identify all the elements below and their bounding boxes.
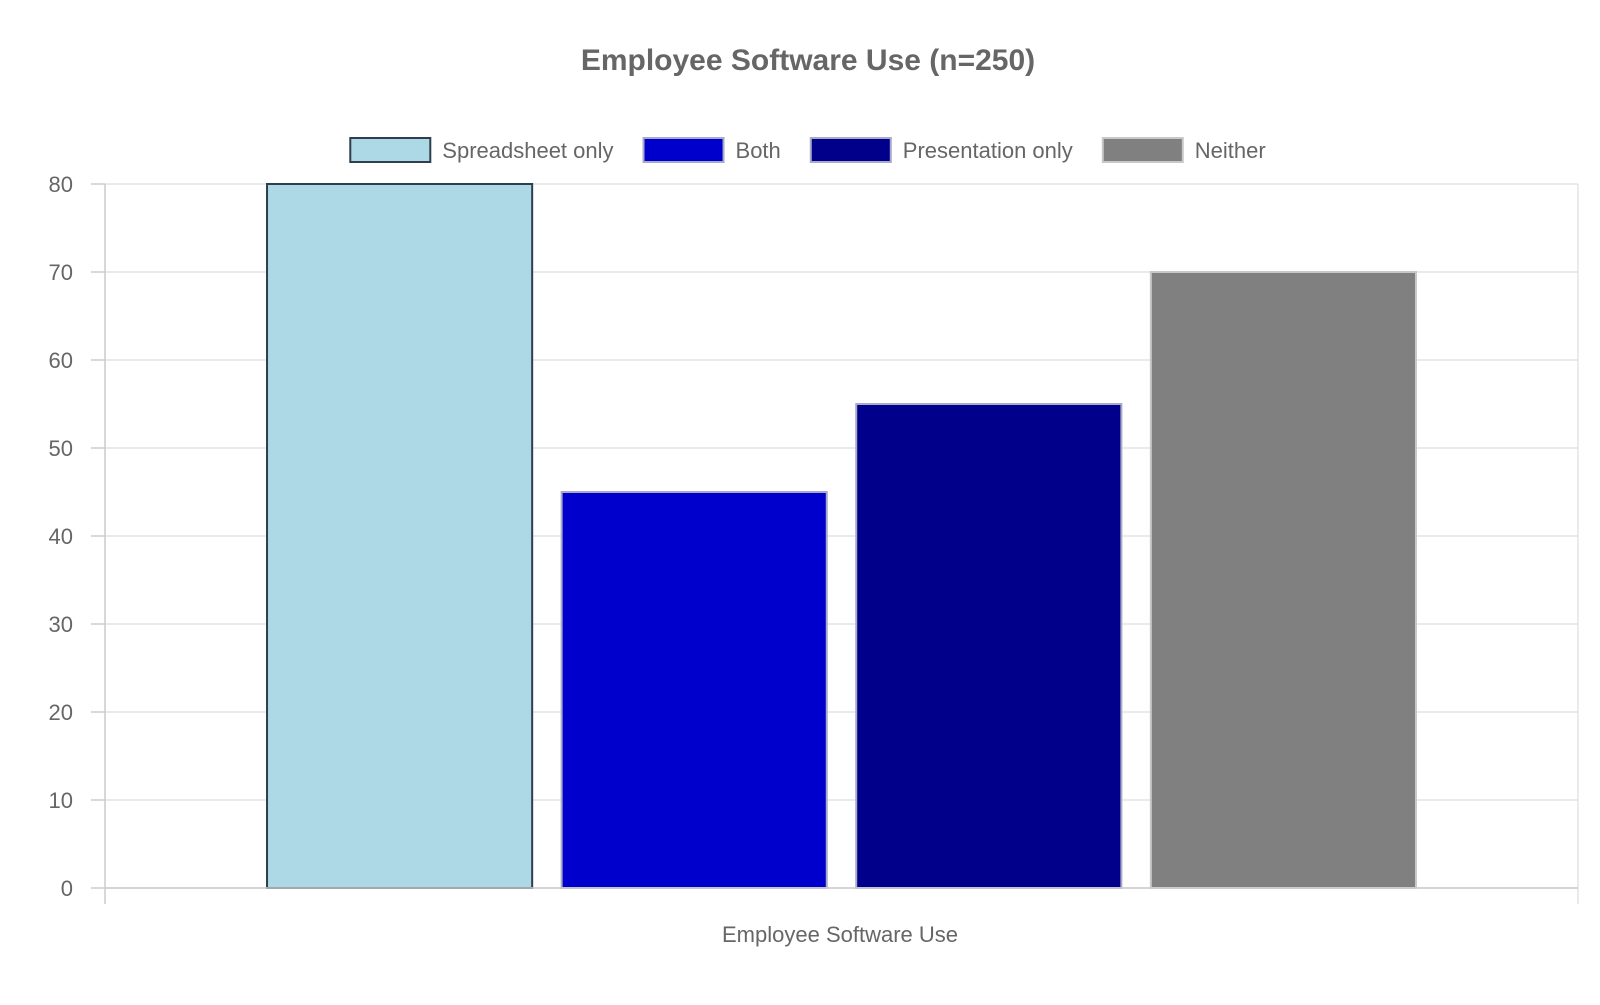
y-tick-label: 40 [49,524,73,549]
legend-swatch [349,137,432,163]
bar-neither [1149,271,1417,889]
legend: Spreadsheet only Both Presentation only Nei… [349,137,1266,163]
legend-swatch [1101,137,1184,163]
legend-label: Presentation only [903,138,1073,163]
legend-item: Neither [1101,137,1266,163]
legend-label: Both [736,138,781,163]
legend-item: Presentation only [809,137,1073,163]
legend-swatch [809,137,892,163]
y-tick-label: 80 [49,172,73,197]
legend-swatch [642,137,725,163]
x-axis [105,184,1579,904]
bar-spreadsheet-only [266,183,534,889]
y-tick-label: 70 [49,260,73,285]
chart-title: Employee Software Use (n=250) [581,44,1035,77]
legend-label: Neither [1195,138,1266,163]
bar-both [560,491,828,889]
legend-label: Spreadsheet only [442,138,613,163]
y-tick-label: 10 [49,788,73,813]
bar-presentation-only [855,403,1123,889]
y-axis: 0 10 20 30 40 50 60 70 80 [49,172,106,904]
x-axis-title: Employee Software Use [722,922,958,947]
legend-item: Both [642,137,781,163]
y-tick-label: 0 [61,876,73,901]
y-tick-label: 50 [49,436,73,461]
legend-item: Spreadsheet only [349,137,614,163]
y-tick-label: 30 [49,612,73,637]
y-tick-label: 20 [49,700,73,725]
bars [266,183,1417,889]
y-tick-label: 60 [49,348,73,373]
